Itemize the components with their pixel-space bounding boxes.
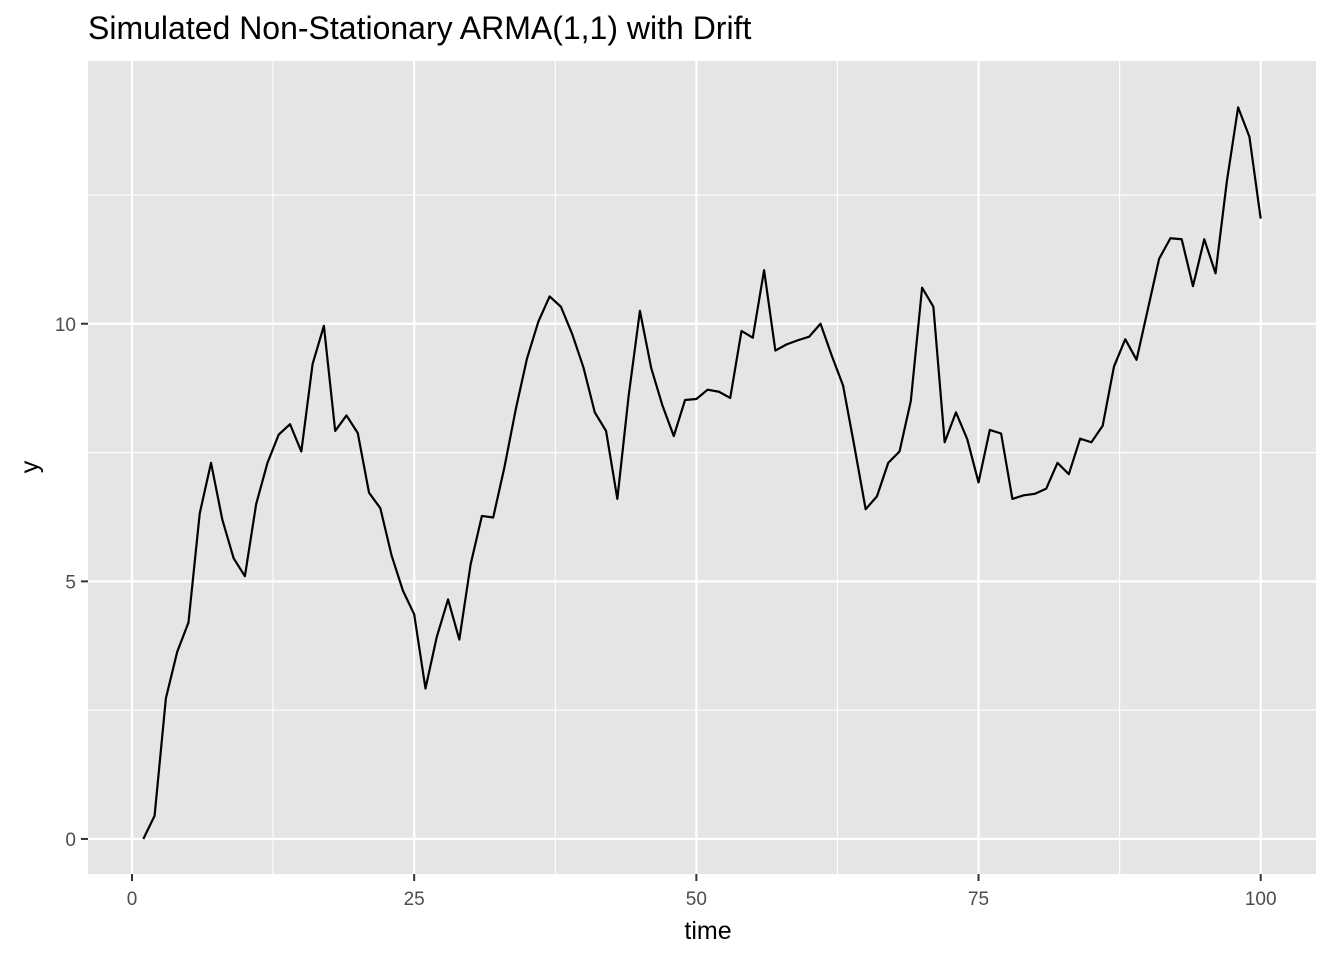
x-axis-title: time [684,917,731,945]
x-axis: 0 25 50 75 100 [127,874,1277,910]
y-tick-label: 5 [65,572,76,593]
x-tick-label: 75 [968,889,989,910]
plot-panel [88,61,1316,874]
y-axis: 0 5 10 [55,315,88,851]
x-tick-label: 25 [404,889,425,910]
chart-title: Simulated Non-Stationary ARMA(1,1) with … [88,10,751,46]
y-tick-label: 10 [55,315,76,336]
x-tick-label: 0 [127,889,138,910]
y-axis-title: y [16,460,44,473]
x-tick-label: 50 [686,889,707,910]
minor-gridlines [88,61,1316,874]
major-gridlines [88,61,1316,874]
series-line [142,106,1262,840]
y-tick-label: 0 [65,830,76,851]
x-tick-label: 100 [1245,889,1277,910]
